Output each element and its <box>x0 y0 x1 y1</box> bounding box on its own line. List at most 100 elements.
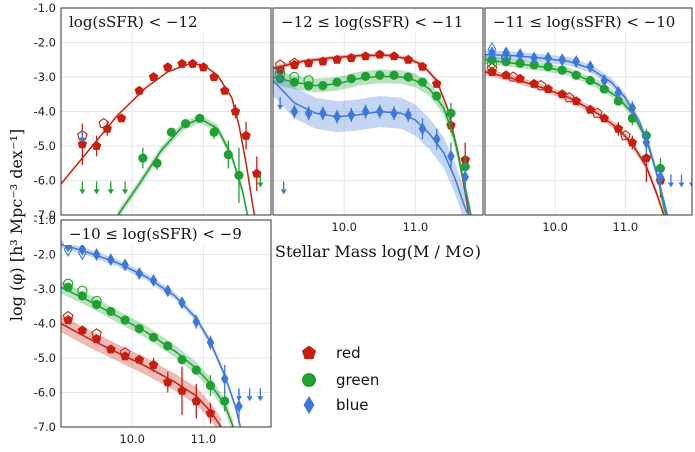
data-point-blue <box>447 149 455 163</box>
panel-1-data <box>61 58 264 215</box>
upper-limit-arrow-green <box>107 189 114 195</box>
upper-limit-arrow-blue <box>280 189 287 195</box>
data-point-green <box>346 74 356 84</box>
panel-title-bg <box>276 11 471 33</box>
fit-line-red <box>485 71 665 215</box>
legend-red-label: red <box>336 344 361 362</box>
panel-1-frame <box>60 7 272 216</box>
panel-title-bg <box>64 223 249 245</box>
data-point-red <box>63 315 73 325</box>
panel-4-frame <box>60 219 272 428</box>
data-point-blue <box>432 132 441 146</box>
upper-limit-arrow-blue <box>235 396 242 402</box>
open-point-green <box>289 71 300 83</box>
open-point-blue <box>77 245 87 261</box>
data-point-red <box>91 334 102 344</box>
data-point-red <box>346 53 357 63</box>
data-point-red <box>613 123 624 133</box>
data-point-blue <box>375 105 384 118</box>
panel-1: -7.0 -6.0 -5.0 -4.0 -3.0 -2.0 -1.0 log(sSFR) < … <box>34 1 272 222</box>
data-point-green <box>417 77 428 87</box>
upper-limit-arrow-blue <box>257 396 264 402</box>
data-point-red <box>487 66 497 76</box>
fit-band-blue <box>485 50 668 215</box>
data-point-green <box>289 77 299 87</box>
data-point-blue <box>192 315 201 329</box>
upper-limit-arrow-blue <box>79 137 86 143</box>
data-point-red <box>77 139 88 149</box>
data-point-green <box>152 158 162 168</box>
fit-band-red <box>485 68 664 215</box>
upper-limit-arrow-blue <box>689 182 692 188</box>
data-point-green <box>180 118 191 129</box>
panel-4-data <box>61 239 264 427</box>
panel-4-title: −10 ≤ log(sSFR) < −9 <box>69 225 242 243</box>
x-tick-label: 10.0 <box>331 220 357 234</box>
y-tick-label: -6.0 <box>34 174 56 188</box>
data-point-blue <box>572 54 581 68</box>
data-point-red <box>417 61 428 71</box>
y-tick-label: -4.0 <box>34 105 56 119</box>
data-point-green <box>138 153 148 163</box>
data-point-red <box>187 58 198 68</box>
data-point-red <box>120 351 130 361</box>
legend-green-circle-marker <box>302 373 316 387</box>
data-point-green <box>599 84 609 94</box>
panel-2-title: −12 ≤ log(sSFR) < −11 <box>281 13 463 31</box>
open-point-green <box>77 285 88 296</box>
data-point-green <box>432 91 442 101</box>
data-point-red <box>177 58 187 68</box>
data-point-green <box>529 60 539 70</box>
data-point-red <box>599 113 609 123</box>
legend-blue-diamond-marker <box>303 396 315 414</box>
open-point-red <box>62 310 74 322</box>
data-point-red <box>571 96 581 106</box>
data-point-red <box>177 385 187 395</box>
panels: -7.0 -6.0 -5.0 -4.0 -3.0 -2.0 -1.0 log(sSFR) < … <box>34 1 693 446</box>
legend-item-green: green <box>302 371 379 389</box>
y-tick-label: -2.0 <box>34 248 56 262</box>
x-tick-label: 11.0 <box>403 220 429 234</box>
y-tick-label: -7.0 <box>34 420 56 434</box>
data-point-blue <box>149 273 158 287</box>
data-point-green <box>223 150 233 160</box>
data-point-green <box>220 396 230 406</box>
open-point-green <box>274 68 286 79</box>
data-point-blue <box>78 242 87 256</box>
data-point-blue <box>390 106 398 120</box>
open-point-red <box>563 92 575 103</box>
data-point-red <box>134 85 145 95</box>
data-point-red <box>191 396 201 406</box>
data-point-green <box>332 77 342 87</box>
upper-limit-arrow-blue <box>277 104 284 110</box>
open-point-red <box>591 107 603 118</box>
data-point-blue <box>107 253 115 267</box>
upper-limit-arrow-blue <box>246 396 253 402</box>
data-point-red <box>275 65 285 75</box>
panel-title-bg <box>64 11 205 33</box>
panel-2-data <box>273 49 472 215</box>
data-point-blue <box>333 110 341 124</box>
data-point-blue <box>304 106 313 120</box>
data-point-blue <box>206 335 215 349</box>
legend-green-label: green <box>336 371 379 389</box>
x-tick-label: 11.0 <box>191 432 217 446</box>
panel-2-frame <box>272 7 484 216</box>
data-point-green <box>91 299 102 310</box>
fit-band-red <box>61 314 222 427</box>
data-point-blue <box>461 170 470 184</box>
x-tick-label: 11.0 <box>613 220 639 234</box>
series-green <box>61 278 235 427</box>
open-point-green <box>91 295 102 307</box>
fit-line-green <box>273 75 472 215</box>
data-point-green <box>487 55 497 65</box>
data-point-blue <box>600 73 609 87</box>
data-point-green <box>205 381 216 391</box>
data-point-green <box>571 70 581 80</box>
x-tick-label: 10.0 <box>119 432 145 446</box>
data-point-red <box>106 344 116 354</box>
fit-line-blue <box>273 79 470 215</box>
data-point-green <box>106 306 116 317</box>
open-point-red <box>288 57 300 68</box>
upper-limit-arrow-green <box>122 189 129 195</box>
